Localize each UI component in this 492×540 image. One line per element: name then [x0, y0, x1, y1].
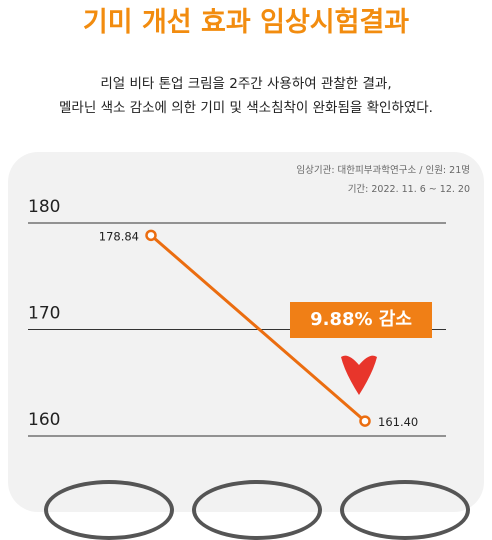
decorative-circle — [340, 480, 470, 540]
y-tick-label: 170 — [28, 304, 60, 324]
description: 리얼 비타 톤업 크림을 2주간 사용하여 관찰한 결과, 멜라닌 색소 감소에… — [0, 72, 492, 120]
description-line-2: 멜라닌 색소 감소에 의한 기미 및 색소침착이 완화됨을 확인하였다. — [59, 100, 433, 116]
decorative-circle — [192, 480, 322, 540]
data-point — [359, 415, 371, 427]
description-line-1: 리얼 비타 톤업 크림을 2주간 사용하여 관찰한 결과, — [100, 76, 392, 92]
data-point — [145, 229, 157, 242]
line-chart: 160 170 180 178.84 161.40 — [28, 197, 446, 437]
reduction-callout: 9.88% 감소 — [290, 302, 432, 338]
decorative-circle — [44, 480, 174, 540]
down-arrow-icon — [341, 355, 377, 395]
study-period: 기간: 2022. 11. 6 ~ 12. 20 — [347, 184, 470, 195]
y-tick-label: 180 — [28, 197, 60, 217]
y-tick-label: 160 — [28, 410, 60, 430]
data-label: 178.84 — [99, 229, 139, 243]
page-title: 기미 개선 효과 임상시험결과 — [82, 7, 410, 38]
data-label: 161.40 — [378, 415, 418, 429]
series-line — [150, 234, 366, 423]
study-institution: 임상기관: 대한피부과학연구소 / 인원: 21명 — [296, 165, 470, 176]
